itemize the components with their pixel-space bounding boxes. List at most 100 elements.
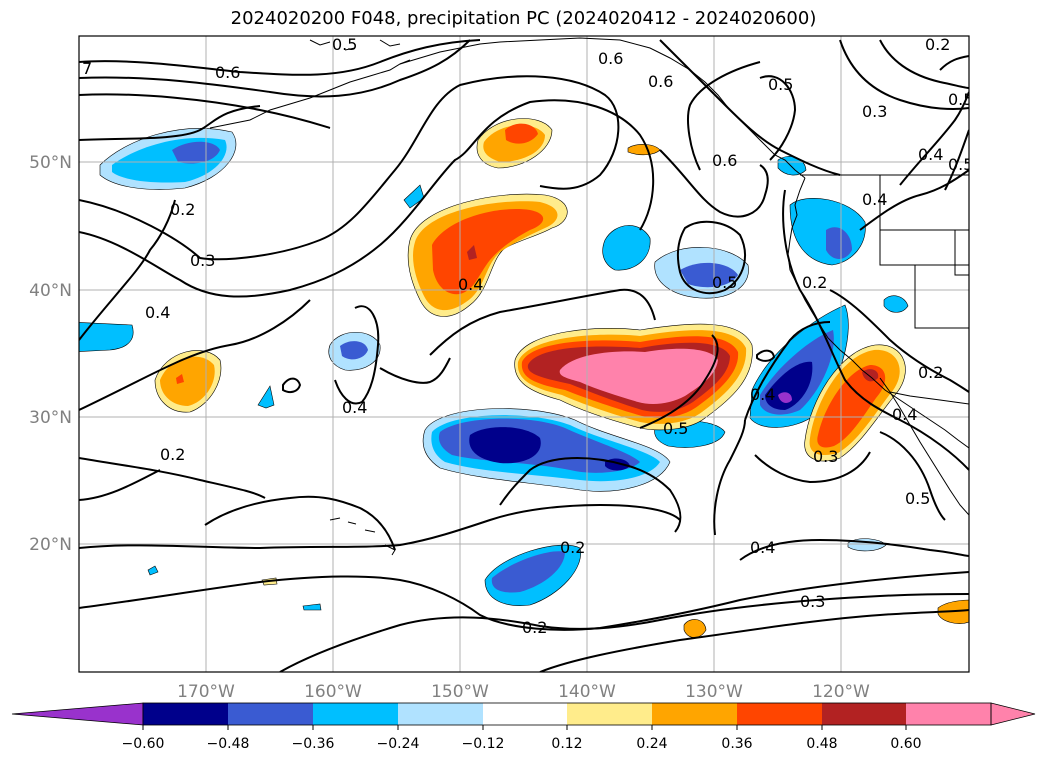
anomaly-field-small-3 xyxy=(883,295,909,313)
plot-frame xyxy=(78,35,970,673)
colorbar-segment xyxy=(483,703,567,725)
anomaly-field-coast-ca-peak xyxy=(778,392,792,403)
contour-line xyxy=(79,469,161,501)
lat-tick-label: 50°N xyxy=(29,153,72,173)
contour-line xyxy=(79,99,655,298)
anomaly-field-subtropical-core xyxy=(469,427,541,464)
contour-line xyxy=(659,149,769,218)
colorbar-tick-label: 0.24 xyxy=(636,736,667,752)
contour-line xyxy=(659,39,841,176)
gridlines xyxy=(79,36,969,672)
anomaly-field-baja-peak xyxy=(862,369,879,382)
anomaly-field-mid-pacific-spot xyxy=(467,245,477,260)
contour-line xyxy=(499,457,682,533)
anomaly-field-small-1 xyxy=(257,385,275,409)
lon-tick-label: 150°W xyxy=(431,682,489,702)
contour-line xyxy=(639,334,719,429)
contour-label: 0.6 xyxy=(215,63,240,82)
contour-label: 0.5 xyxy=(948,90,973,109)
contour-label: 0.3 xyxy=(813,447,838,466)
contour-line xyxy=(713,419,746,536)
contour-line xyxy=(687,61,761,171)
contour-line xyxy=(79,39,471,98)
anomaly-field-north-pacific-mid xyxy=(602,225,651,271)
contour-label: 0.6 xyxy=(712,151,737,170)
contour-label: 0.5 xyxy=(948,155,973,174)
contour-label: 0.4 xyxy=(458,275,483,294)
colorbar-segment xyxy=(567,703,652,725)
colorbar-tick-label: −0.60 xyxy=(122,736,165,752)
lon-tick-label: 140°W xyxy=(558,682,616,702)
contour-label: 0.4 xyxy=(750,385,775,404)
anomaly-field-main-high-peak xyxy=(559,348,718,404)
contour-line xyxy=(79,503,681,550)
contour-label: 0.6 xyxy=(598,49,623,68)
colorbar-segment xyxy=(822,703,906,725)
contour-line xyxy=(79,105,261,141)
contour-line xyxy=(79,75,620,261)
colorbar-tick-label: −0.36 xyxy=(292,736,335,752)
anomaly-field-small-6 xyxy=(302,603,322,611)
lon-tick-label: 170°W xyxy=(177,682,235,702)
anomaly-field-aleutian-inner xyxy=(172,141,220,164)
contour-line xyxy=(79,457,266,499)
contour-line xyxy=(759,75,797,161)
colorbar-segment xyxy=(737,703,822,725)
colorbar-tick-label: 0.36 xyxy=(721,736,752,752)
contour-line xyxy=(79,39,481,76)
contour-line xyxy=(859,169,969,231)
colorbar-segment xyxy=(398,703,483,725)
contour-label: 0.3 xyxy=(190,251,215,270)
contour-label: 0.6 xyxy=(648,72,673,91)
anomaly-field-west-orange-spot xyxy=(176,374,184,384)
colorbar-segment xyxy=(228,703,313,725)
colorbar-tick-label: 0.48 xyxy=(806,736,837,752)
colorbar-ticks xyxy=(142,725,907,730)
coastline-alaska-islands xyxy=(309,39,401,51)
coastline-baja xyxy=(879,377,969,516)
contour-label: 0.2 xyxy=(802,273,827,292)
contour-label: 0.2 xyxy=(160,445,185,464)
contour-line xyxy=(676,220,746,295)
contour-line xyxy=(429,288,656,356)
colorbar-min-extension xyxy=(11,702,144,726)
border-us-mexico xyxy=(889,391,969,405)
contour-label: 0.4 xyxy=(918,145,943,164)
lon-tick-label: 160°W xyxy=(304,682,362,702)
lat-tick-label: 20°N xyxy=(29,535,72,555)
coastline-alaska-south xyxy=(399,37,806,179)
contour-line xyxy=(899,91,969,186)
contour-label: 0.3 xyxy=(862,102,887,121)
contour-label: 0.3 xyxy=(800,592,825,611)
contour-line xyxy=(754,451,871,484)
anomaly-field-baja-core xyxy=(817,365,886,448)
border-states xyxy=(879,175,969,329)
contour-label: 0.5 xyxy=(663,419,688,438)
lat-tick-labels: 50°N 40°N 30°N 20°N xyxy=(29,153,72,555)
contour-line xyxy=(282,377,302,394)
anomaly-field-small-7 xyxy=(147,565,159,576)
contour-label: 0.5 xyxy=(332,35,357,54)
lat-tick-label: 40°N xyxy=(29,281,72,301)
map-panel: 0.6 0.6 0.5 0.3 0.4 0.5 0.6 0.2 0.3 0.4 … xyxy=(79,35,973,672)
contour-label: 0.2 xyxy=(560,538,585,557)
lat-tick-label: 30°N xyxy=(29,408,72,428)
contour-line xyxy=(79,93,331,129)
anomaly-field-west-orange-core xyxy=(160,356,215,406)
contour-label: 0.4 xyxy=(862,190,887,209)
contour-label: 0.2 xyxy=(522,618,547,637)
contour-label: 0.5 xyxy=(768,75,793,94)
colorbar-segment xyxy=(652,703,737,725)
anomaly-field-coast-ca-core xyxy=(765,361,813,410)
contour-line xyxy=(829,289,969,393)
lon-tick-label: 130°W xyxy=(685,682,743,702)
contour-label: 0.2 xyxy=(918,363,943,382)
colorbar-segment xyxy=(313,703,398,725)
contour-line xyxy=(204,495,396,551)
colorbar-segment xyxy=(143,703,228,725)
lon-tick-label: 120°W xyxy=(812,682,870,702)
anomaly-field-ne-pacific-core xyxy=(680,262,738,288)
contour-label: 0.5 xyxy=(905,489,930,508)
contour-line xyxy=(279,593,969,672)
